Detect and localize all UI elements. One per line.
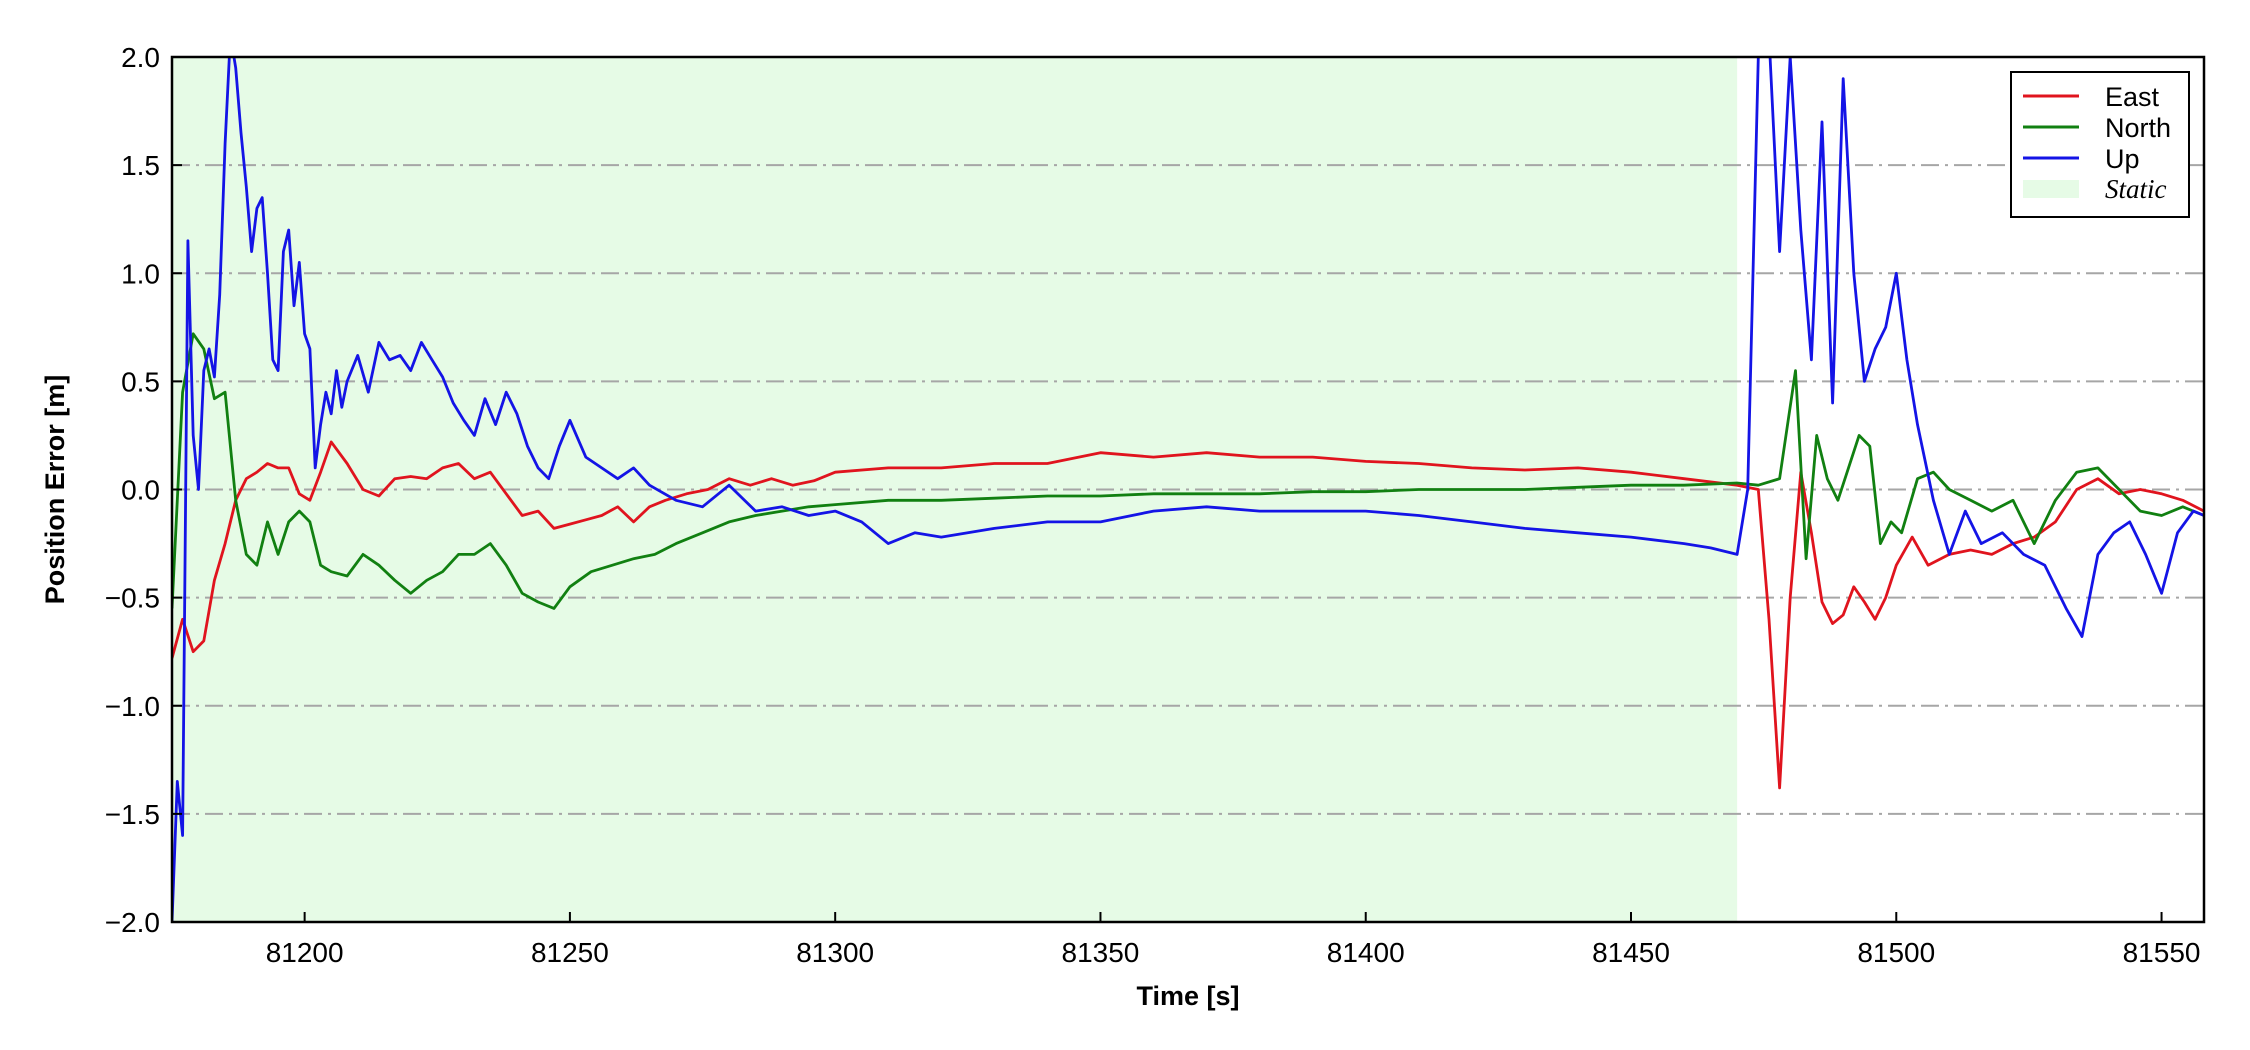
y-tick-label: −2.0 [105,907,160,938]
x-axis-title: Time [s] [1136,981,1239,1011]
series-line-east [172,440,2204,790]
x-tick-label: 81400 [1327,937,1405,968]
x-tick-label: 81300 [796,937,874,968]
y-tick-label: −1.5 [105,799,160,830]
y-tick-label: 0.5 [121,366,160,397]
y-tick-label: 2.0 [121,42,160,73]
legend-label-static: Static [2105,174,2167,204]
y-tick-label: 1.0 [121,258,160,289]
y-tick-label: 0.0 [121,475,160,506]
x-tick-label: 81250 [531,937,609,968]
y-axis-title: Position Error [m] [40,375,70,605]
series-line-up [172,57,2204,922]
x-tick-label: 81500 [1857,937,1935,968]
x-tick-label: 81350 [1062,937,1140,968]
x-tick-label: 81200 [266,937,344,968]
y-tick-label: −0.5 [105,583,160,614]
x-tick-label: 81450 [1592,937,1670,968]
x-axis-ticks: 81200 81250 81300 81350 81400 81450 81500 81550 [266,912,2201,968]
series-line-north [172,332,2204,610]
legend-label-east: East [2105,82,2160,112]
legend-label-up: Up [2105,144,2140,174]
x-tick-label: 81550 [2123,937,2201,968]
legend-label-north: North [2105,113,2171,143]
y-tick-label: −1.0 [105,691,160,722]
legend-swatch-static [2023,180,2079,198]
y-axis-ticks: 2.0 1.5 1.0 0.5 0.0 −0.5 −1.0 −1.5 −2.0 [105,42,182,938]
series-lines [172,57,2204,922]
y-tick-label: 1.5 [121,150,160,181]
